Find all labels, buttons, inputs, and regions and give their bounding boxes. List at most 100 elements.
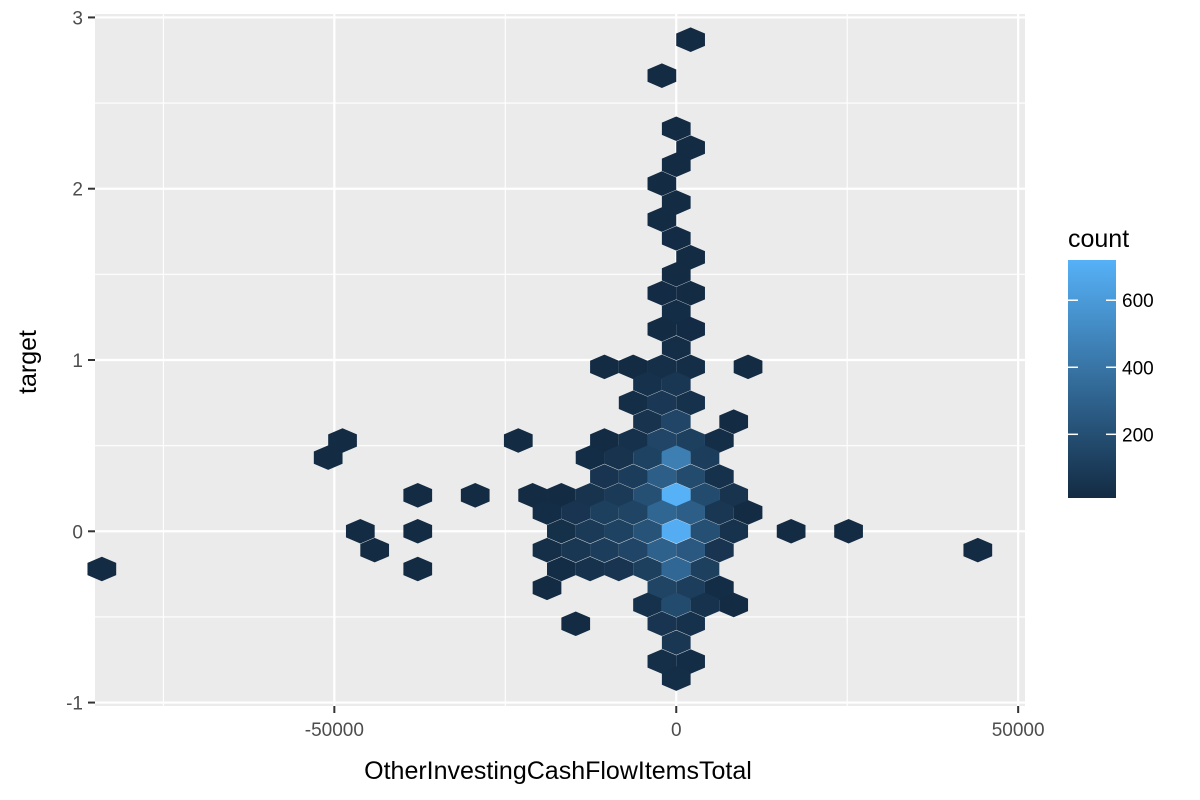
hexbin-cell [633, 592, 662, 618]
hexbin-cell [328, 428, 357, 453]
hexbin-cell [460, 483, 490, 508]
hexbin-cell [403, 519, 433, 544]
legend-ticks: 200 400 600 [1068, 291, 1154, 446]
hexbin-cell [313, 445, 343, 470]
hexbin-cell [661, 335, 691, 361]
hexbin-cell [661, 226, 691, 251]
hexbin-cell [676, 611, 705, 637]
hexbin-cell [547, 556, 576, 582]
hexbin-cell [733, 354, 763, 380]
hexbin-cell [633, 371, 662, 397]
hexbin-cell [676, 280, 705, 306]
hexbin-cell [676, 500, 705, 525]
hexbin-cell [647, 280, 677, 306]
y-axis: -1 0 1 2 3 [66, 8, 95, 715]
hexbin-cell [733, 500, 763, 525]
hexbin-cell [661, 262, 691, 287]
hexbin-cell [590, 537, 619, 563]
hexbin-cell [618, 390, 648, 416]
hexbin-cell [661, 152, 691, 178]
y-tick-label: -1 [66, 694, 83, 715]
hexbin-cells [87, 27, 993, 691]
hexbin-cell [633, 519, 662, 544]
hexbin-cell [618, 464, 648, 489]
hexbin-cell [647, 207, 677, 232]
hexbin-cell [618, 500, 648, 525]
hexbin-cell [676, 135, 705, 160]
hexbin-cell [561, 537, 591, 563]
hexbin-cell [633, 445, 662, 470]
hexbin-cell [403, 556, 433, 582]
hexbin-cell [704, 428, 734, 453]
hexbin-cell [704, 500, 734, 525]
hexbin-cell [690, 483, 720, 508]
hexbin-cell [676, 649, 705, 674]
hexbin-cell [661, 666, 691, 691]
hexbin-cell [590, 354, 619, 380]
hexbin-cell [661, 483, 691, 508]
hexbin-cell [87, 556, 117, 582]
y-tick-label: 3 [72, 8, 83, 29]
hexbin-cell [661, 556, 691, 582]
hexbin-cell [647, 316, 677, 342]
hexbin-cell [647, 500, 677, 525]
hexbin-cell [575, 519, 605, 544]
hexbin-cell [719, 519, 749, 544]
hexbin-cell [661, 190, 691, 215]
y-tick-label: 1 [72, 351, 83, 372]
hexbin-cell [532, 537, 562, 563]
hexbin-cell [661, 299, 691, 325]
hexbin-cell [647, 537, 677, 563]
y-axis-title: target [14, 330, 42, 394]
hexbin-cell [676, 316, 705, 342]
hexbin-cell [503, 428, 533, 453]
y-tick-label: 0 [72, 522, 83, 543]
hexbin-cell [719, 483, 749, 508]
hexbin-cell [704, 464, 734, 489]
hexbin-cell [604, 483, 634, 508]
hexbin-cell [661, 409, 691, 434]
hexbin-cell [604, 556, 634, 582]
hexbin-cell [345, 519, 375, 544]
hexbin-cell [676, 27, 705, 52]
hexbin-cell [676, 464, 705, 489]
hexbin-cell [633, 556, 662, 582]
hexbin-cell [532, 575, 562, 601]
hexbin-cell [618, 428, 648, 453]
hexbin-cell [661, 630, 691, 655]
hexbin-cell [647, 354, 677, 380]
hexbin-cell [690, 519, 720, 544]
hexbin-cell [633, 409, 662, 434]
hexbin-cell [661, 445, 691, 470]
hexbin-cell [676, 575, 705, 601]
hexbin-cell [575, 445, 605, 470]
legend-title: count [1068, 225, 1129, 253]
hexbin-cell [618, 537, 648, 563]
hexbin-cell [676, 354, 705, 380]
hexbin-cell [647, 390, 677, 416]
hexbin-cell [647, 464, 677, 489]
hexbin-cell [575, 483, 605, 508]
hexbin-cell [690, 592, 720, 618]
color-legend: count 200 400 600 [1068, 225, 1154, 498]
hexbin-cell [661, 371, 691, 397]
hexbin-cell [676, 390, 705, 416]
hexbin-cell [704, 575, 734, 601]
hexbin-cell [661, 116, 691, 142]
x-tick-label: -50000 [305, 720, 364, 741]
hexbin-cell [661, 519, 691, 544]
hexbin-cell [360, 537, 390, 563]
hexbin-cell [575, 556, 605, 582]
hexbin-cell [776, 519, 806, 544]
hexbin-cell [561, 500, 591, 525]
legend-tick-label: 600 [1122, 291, 1154, 312]
hexbin-cell [647, 171, 677, 196]
hexbin-cell [647, 575, 677, 601]
y-tick-label: 2 [72, 180, 83, 201]
hexbin-cell [676, 428, 705, 453]
hexbin-cell [963, 537, 993, 563]
hexbin-cell [618, 354, 648, 380]
hexbin-cell [719, 409, 749, 434]
hexbin-cell [532, 500, 562, 525]
